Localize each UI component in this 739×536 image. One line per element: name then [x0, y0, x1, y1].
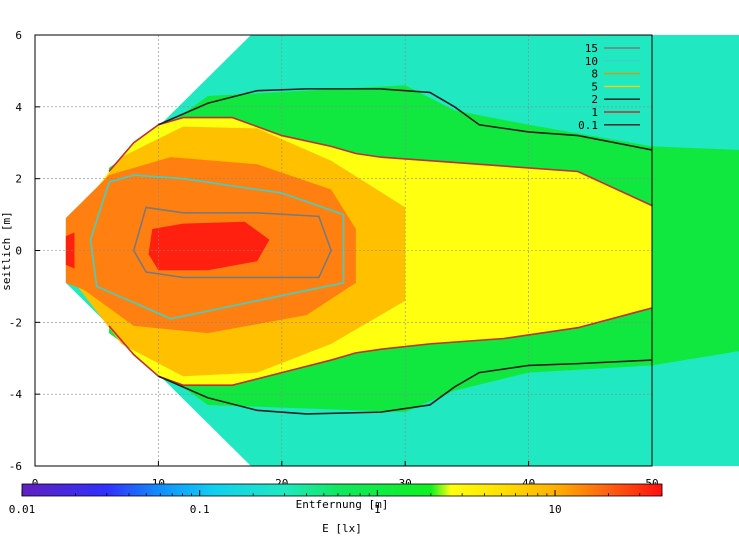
legend-label: 15 [585, 42, 598, 55]
legend-label: 5 [591, 80, 598, 93]
y-tick-label: 2 [15, 173, 22, 186]
field-region-5-near [65, 232, 75, 269]
mask-top [0, 0, 739, 35]
colorbar-bar [21, 483, 663, 497]
colorbar-tick-label: 1 [374, 503, 381, 516]
y-axis-label: seitlich [m] [0, 211, 13, 290]
contour-line [132, 206, 333, 279]
legend-label: 0.1 [578, 119, 598, 132]
contour-lines [89, 88, 653, 415]
contour-line [89, 174, 345, 320]
field-region-5 [148, 221, 270, 271]
x-tick-label: 0 [32, 477, 39, 490]
x-axis-label: Entfernung [m] [296, 498, 389, 511]
y-tick-label: 6 [15, 29, 22, 42]
mask-left [0, 35, 35, 466]
legend-label: 2 [591, 93, 598, 106]
legend-label: 1 [591, 106, 598, 119]
contour-line [158, 359, 653, 415]
legend-label: 8 [591, 68, 598, 81]
y-tick-label: -6 [9, 460, 22, 473]
colorbar-tick-label: 10 [548, 503, 561, 516]
contour-line [158, 88, 653, 151]
y-tick-label: 0 [15, 245, 22, 258]
y-tick-label: -4 [9, 388, 23, 401]
colorbar: 0.01 0.1 1 10 [9, 483, 663, 516]
colorbar-tick-label: 0.01 [9, 503, 36, 516]
y-tick-label: 4 [15, 101, 22, 114]
colorbar-tick-label: 0.1 [190, 503, 210, 516]
mask-bottom [0, 466, 739, 536]
colorbar-label: E [lx] [322, 522, 362, 535]
y-axis: -6 -4 -2 0 2 4 6 [9, 29, 40, 473]
legend-label: 10 [585, 55, 598, 68]
y-tick-label: -2 [9, 316, 22, 329]
